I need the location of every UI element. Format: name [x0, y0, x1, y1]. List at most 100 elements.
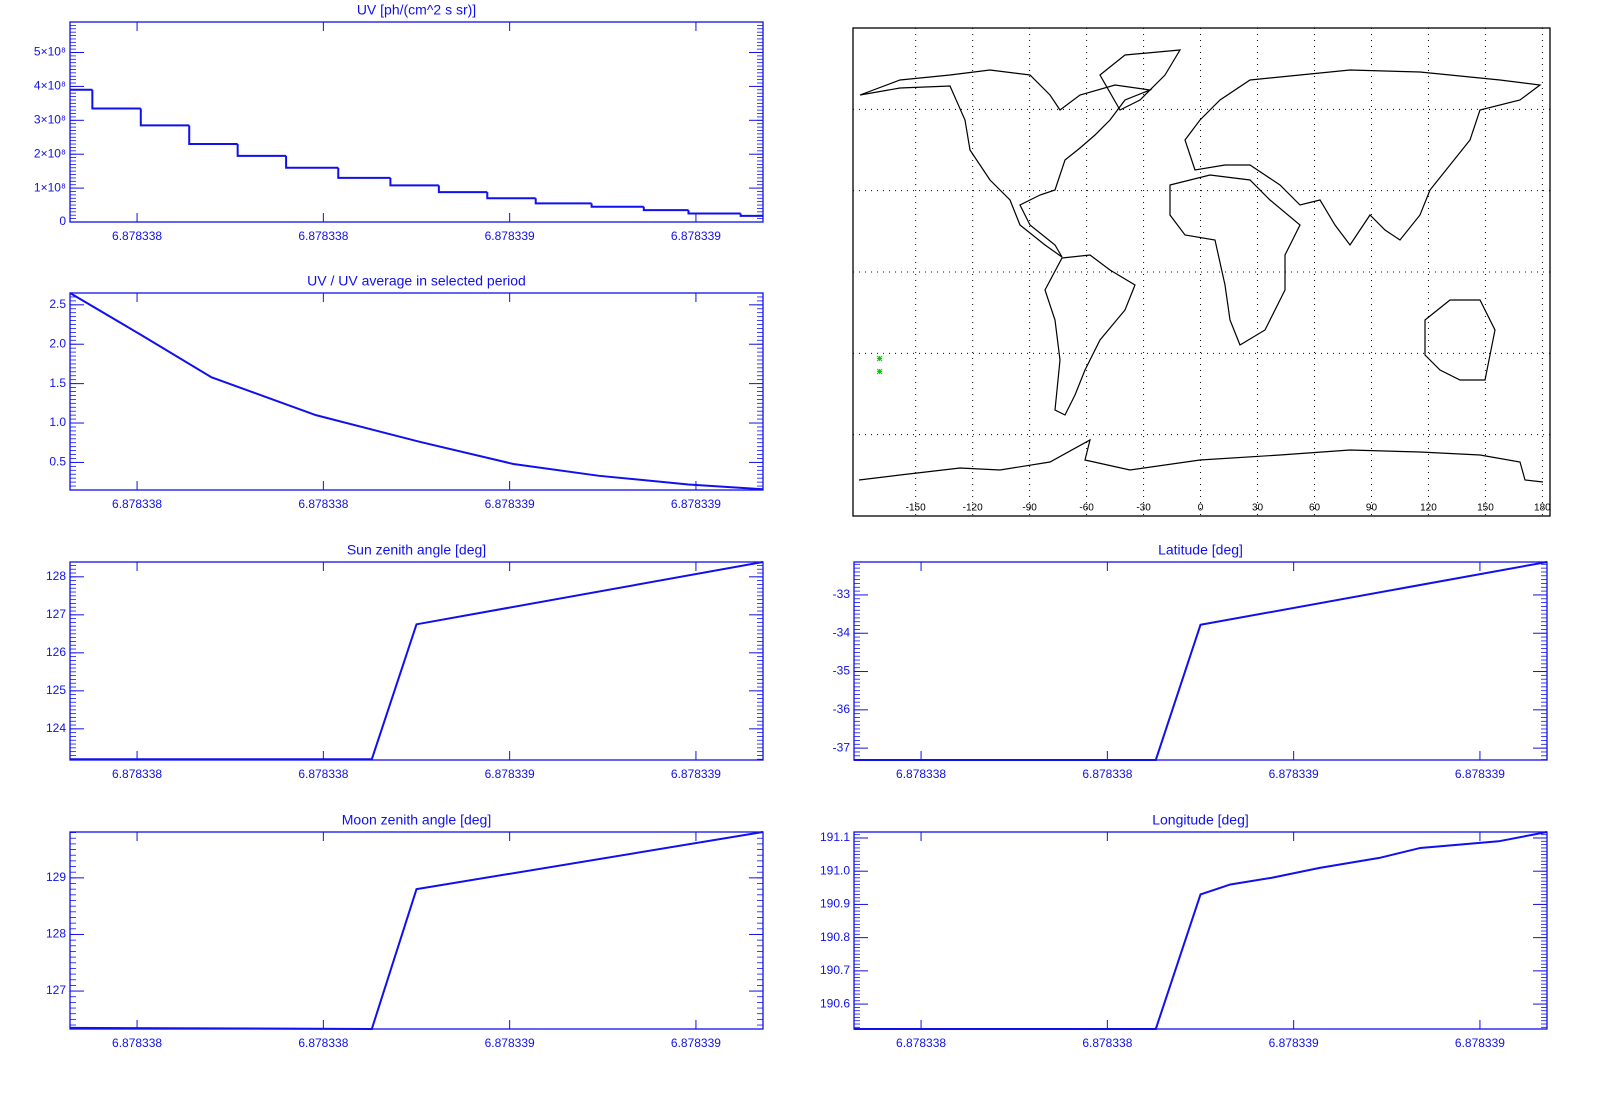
x-tick-label: -30 [1136, 503, 1151, 514]
y-tick-label: 5×10⁸ [34, 45, 66, 59]
chart-title: Latitude [deg] [1158, 542, 1243, 558]
y-tick-label: -33 [833, 587, 851, 601]
y-tick-label: 191.1 [820, 830, 850, 844]
histogram-step [139, 108, 190, 127]
x-tick-label: 150 [1477, 503, 1494, 514]
data-line [854, 561, 1548, 761]
y-tick-label: 128 [46, 927, 66, 941]
x-tick-label: 6.878339 [485, 229, 535, 243]
south-america [1044, 254, 1136, 416]
x-tick-label: 6.878339 [671, 767, 721, 781]
y-tick-label: 3×10⁸ [34, 112, 66, 126]
y-tick-label: 190.6 [820, 996, 850, 1010]
x-tick-label: -60 [1079, 503, 1094, 514]
histogram-step [642, 206, 689, 212]
x-tick-label: 30 [1252, 503, 1264, 514]
chart-title: Moon zenith angle [deg] [342, 812, 491, 828]
x-tick-label: 6.878339 [671, 229, 721, 243]
x-tick-label: 6.878338 [112, 229, 162, 243]
histogram-step [91, 89, 141, 110]
y-tick-label: 125 [46, 683, 66, 697]
y-tick-label: 127 [46, 607, 66, 621]
x-tick-label: 6.878339 [1269, 767, 1319, 781]
map-point [876, 368, 883, 375]
chart-title: Longitude [deg] [1152, 812, 1249, 828]
x-tick-label: -90 [1022, 503, 1037, 514]
x-tick-label: -120 [963, 503, 983, 514]
x-tick-label: 120 [1420, 503, 1437, 514]
chart-title: UV [ph/(cm^2 s sr)] [357, 2, 476, 18]
x-tick-label: 180 [1534, 503, 1551, 514]
x-tick-label: 90 [1366, 503, 1378, 514]
y-tick-label: -34 [833, 625, 851, 639]
chart-title: UV / UV average in selected period [307, 273, 526, 289]
x-tick-label: 0 [1198, 503, 1204, 514]
histogram-step [590, 203, 644, 208]
y-tick-label: 127 [46, 983, 66, 997]
plot-frame [69, 21, 764, 223]
x-tick-label: 6.878338 [896, 1036, 946, 1050]
data-line [70, 561, 764, 761]
y-tick-label: 2×10⁸ [34, 146, 66, 160]
y-tick-label: 191.0 [820, 863, 850, 877]
y-tick-label: -35 [833, 664, 851, 678]
x-tick-label: 6.878339 [1269, 1036, 1319, 1050]
histogram-step [188, 125, 238, 146]
y-tick-label: 128 [46, 569, 66, 583]
north-america [859, 69, 1153, 258]
histogram-step [437, 185, 488, 194]
map-point [876, 355, 883, 362]
africa [1169, 174, 1301, 346]
antarctica [858, 438, 1544, 483]
greenland [1099, 49, 1182, 111]
x-tick-label: 6.878338 [298, 497, 348, 511]
histogram-step [687, 210, 741, 215]
y-tick-label: 4×10⁸ [34, 79, 66, 93]
y-tick-label: 1×10⁸ [34, 180, 66, 194]
y-tick-label: 126 [46, 645, 66, 659]
x-tick-label: 6.878338 [896, 767, 946, 781]
x-tick-label: -150 [906, 503, 926, 514]
coastlines [858, 49, 1544, 483]
x-tick-label: 6.878339 [485, 767, 535, 781]
x-tick-label: 6.878339 [671, 497, 721, 511]
y-tick-label: 129 [46, 870, 66, 884]
histogram-step [534, 198, 592, 205]
y-tick-label: -37 [833, 740, 851, 754]
y-tick-label: 2.0 [49, 336, 66, 350]
x-tick-label: 6.878338 [298, 1036, 348, 1050]
data-line [69, 831, 764, 1031]
x-tick-label: 6.878338 [1082, 767, 1132, 781]
histogram-step [285, 155, 339, 169]
plot-frame [69, 292, 764, 491]
x-tick-label: 6.878339 [1455, 767, 1505, 781]
histogram-step [739, 213, 763, 217]
histogram-step [236, 144, 287, 157]
plot-frame [853, 831, 1548, 1030]
plot-frame [69, 831, 764, 1030]
x-tick-label: 6.878338 [112, 497, 162, 511]
plot-frame [853, 561, 1548, 761]
x-tick-label: 6.878339 [485, 1036, 535, 1050]
histogram-step [337, 167, 391, 179]
chart-title: Sun zenith angle [deg] [347, 542, 486, 558]
x-tick-label: 6.878338 [1082, 1036, 1132, 1050]
plot-frame [69, 561, 764, 761]
x-tick-label: 6.878339 [671, 1036, 721, 1050]
y-tick-label: 190.9 [820, 897, 850, 911]
y-tick-label: 124 [46, 721, 66, 735]
x-tick-label: 6.878339 [1455, 1036, 1505, 1050]
y-tick-label: 0 [59, 214, 66, 228]
y-tick-label: -36 [833, 702, 851, 716]
y-tick-label: 190.7 [820, 963, 850, 977]
x-tick-label: 6.878338 [112, 1036, 162, 1050]
y-tick-label: 2.5 [49, 297, 66, 311]
data-line [69, 292, 764, 491]
x-tick-label: 60 [1309, 503, 1321, 514]
y-tick-label: 0.5 [49, 455, 66, 469]
eurasia [1184, 69, 1542, 247]
x-tick-label: 6.878339 [485, 497, 535, 511]
y-tick-label: 1.5 [49, 376, 66, 390]
x-tick-label: 6.878338 [112, 767, 162, 781]
